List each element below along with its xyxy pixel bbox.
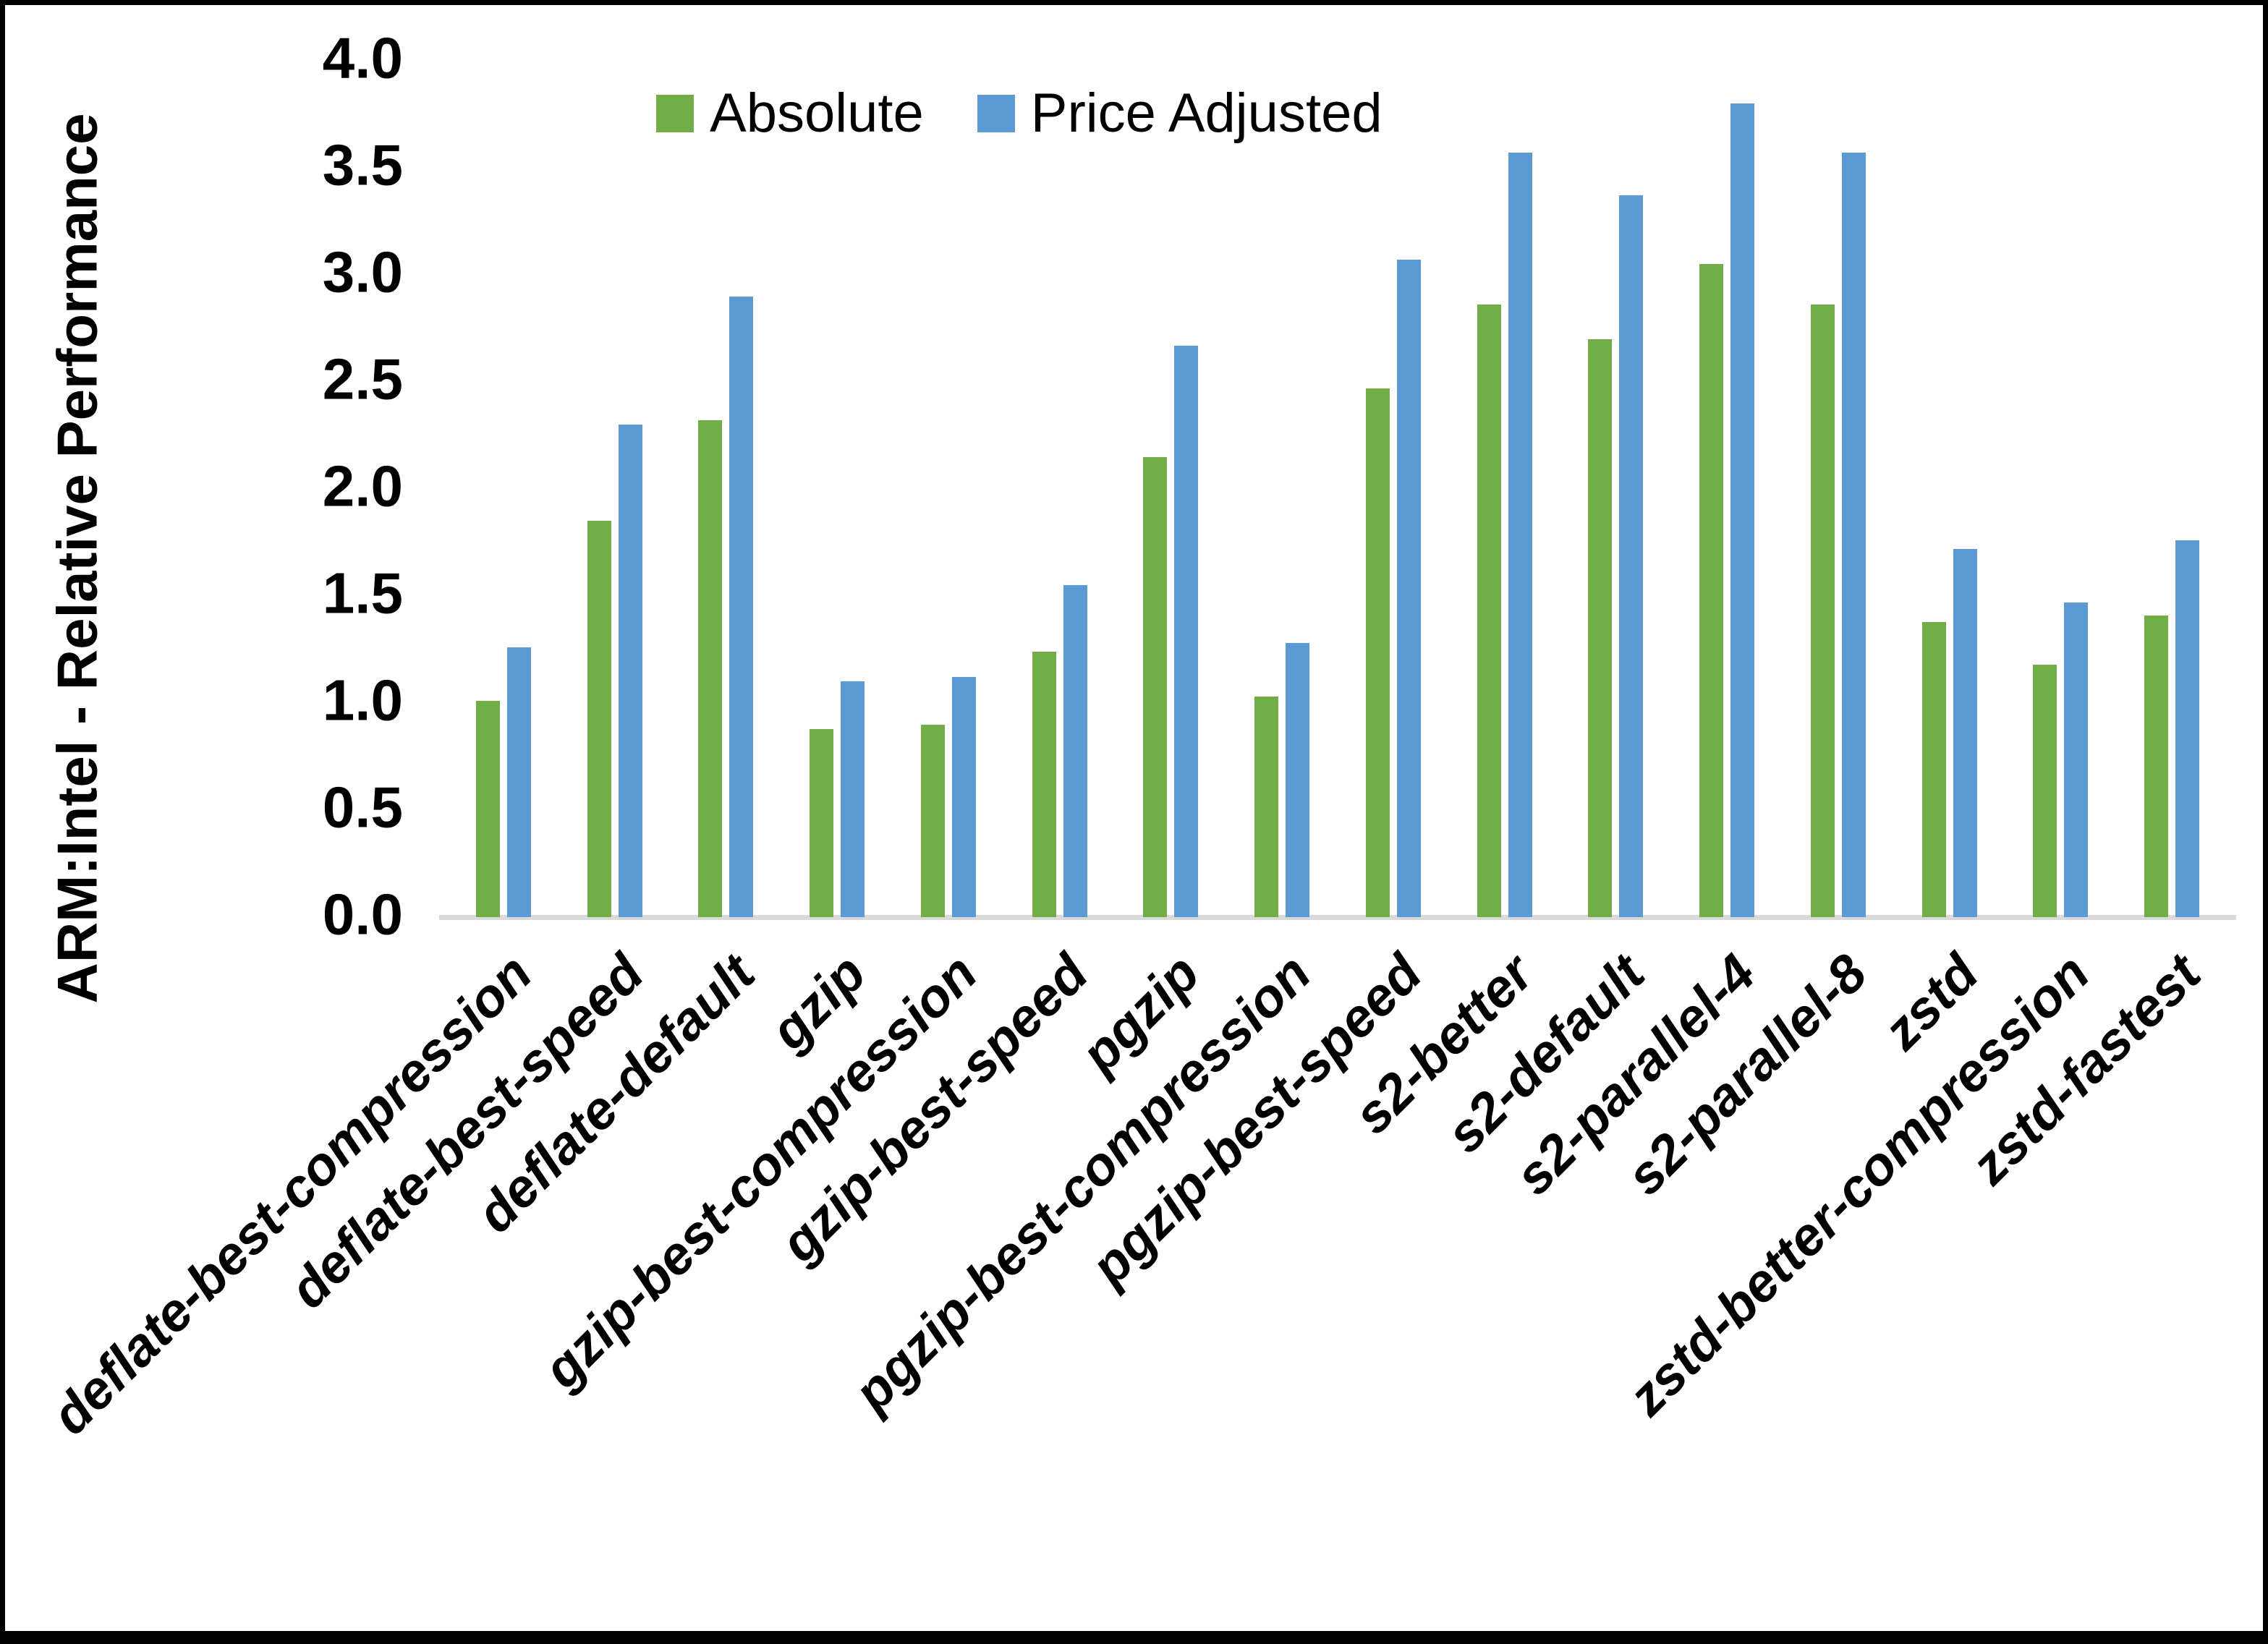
category-slot-pgzip [1116,61,1227,917]
bar-price-adjusted-s2-parallel-8 [1841,153,1866,917]
legend-label-absolute: Absolute [710,82,924,144]
bar-absolute-zstd [1921,621,1946,917]
bar-absolute-gzip-best-speed [1032,651,1056,917]
bar-price-adjusted-zstd-better-compression [2064,602,2089,917]
bar-price-adjusted-pgzip-best-compression [1286,643,1310,917]
y-tick-0.5: 0.5 [322,775,403,840]
bar-price-adjusted-s2-better [1508,153,1532,917]
plot-area [448,61,2227,917]
bar-price-adjusted-pgzip-best-speed [1396,260,1421,917]
bar-absolute-deflate-best-speed [587,521,611,917]
bar-price-adjusted-zstd [1953,548,1977,917]
bar-absolute-s2-parallel-8 [1810,304,1835,917]
bar-price-adjusted-s2-parallel-4 [1730,103,1755,917]
category-slot-zstd-fastest [2116,61,2227,917]
y-tick-3.5: 3.5 [322,132,403,197]
bar-price-adjusted-zstd-fastest [2175,540,2200,917]
bar-absolute-pgzip-best-compression [1254,697,1279,917]
legend-item-absolute: Absolute [656,86,924,141]
y-tick-4.0: 4.0 [322,25,403,90]
category-slot-deflate-default [671,61,782,917]
bar-absolute-s2-default [1588,338,1613,917]
category-slot-deflate-best-speed [559,61,671,917]
y-tick-2.5: 2.5 [322,346,403,412]
bar-absolute-s2-better [1477,304,1501,917]
bar-absolute-zstd-fastest [2144,615,2169,917]
bar-price-adjusted-gzip-best-compression [951,677,976,917]
category-slot-zstd-better-compression [2005,61,2117,917]
bar-absolute-gzip [810,728,834,917]
bar-price-adjusted-s2-default [1619,195,1644,917]
bar-price-adjusted-deflate-default [729,296,754,917]
category-slot-pgzip-best-compression [1226,61,1338,917]
legend-swatch-absolute [656,95,694,132]
legend: Absolute Price Adjusted [656,86,1383,141]
bar-absolute-pgzip [1143,456,1168,917]
category-slot-pgzip-best-speed [1338,61,1449,917]
y-tick-3.0: 3.0 [322,239,403,304]
category-slot-gzip-best-speed [1004,61,1116,917]
category-slot-deflate-best-compression [448,61,559,917]
legend-label-price-adjusted: Price Adjusted [1030,82,1383,144]
legend-item-price-adjusted: Price Adjusted [977,86,1383,141]
category-slot-s2-better [1449,61,1560,917]
bar-absolute-zstd-better-compression [2033,664,2057,917]
bar-absolute-s2-parallel-4 [1699,264,1724,917]
bar-absolute-pgzip-best-speed [1365,388,1390,917]
y-tick-0.0: 0.0 [322,882,403,947]
y-axis-tick-labels: 0.0 0.5 1.0 1.5 2.0 2.5 3.0 3.5 4.0 [179,25,403,946]
x-axis-line [439,915,2236,920]
category-slot-zstd [1894,61,2005,917]
y-axis-title: ARM:Intel - Relative Performance [45,113,109,1004]
y-tick-2.0: 2.0 [322,453,403,519]
y-tick-1.5: 1.5 [322,561,403,626]
bar-price-adjusted-pgzip [1174,345,1199,917]
bar-absolute-deflate-best-compression [475,701,500,917]
bar-price-adjusted-deflate-best-compression [506,647,531,917]
category-slot-gzip-best-compression [893,61,1004,917]
bar-price-adjusted-deflate-best-speed [618,425,642,917]
category-slot-s2-parallel-8 [1783,61,1894,917]
x-axis-labels: deflate-best-compression deflate-best-spe… [41,942,2227,1631]
legend-swatch-price-adjusted [977,95,1015,132]
bar-absolute-deflate-default [698,420,723,917]
category-slot-s2-parallel-4 [1671,61,1783,917]
category-slot-s2-default [1560,61,1672,917]
bar-price-adjusted-gzip-best-speed [1063,585,1087,917]
bar-price-adjusted-gzip [841,681,865,917]
x-label-text-deflate-best-compression: deflate-best-compression [40,942,544,1446]
y-tick-1.0: 1.0 [322,668,403,733]
bar-absolute-gzip-best-compression [920,724,945,917]
category-slot-gzip [781,61,893,917]
